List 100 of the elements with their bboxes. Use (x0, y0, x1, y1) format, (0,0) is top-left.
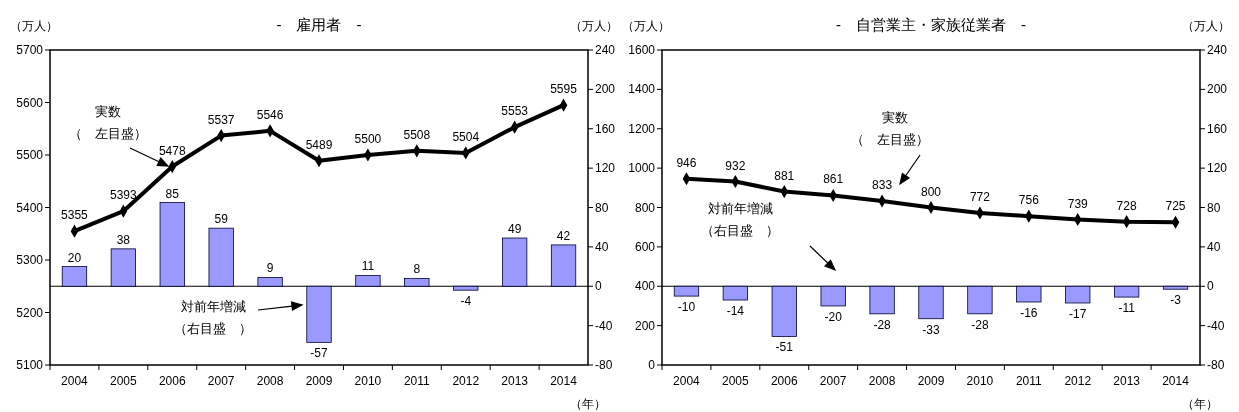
y-tick-label: 1200 (628, 121, 656, 136)
x-tick-label: 2014 (550, 374, 578, 388)
x-tick-label: 2008 (868, 374, 896, 388)
y2-tick-label: 200 (1207, 82, 1228, 97)
y2-tick-label: 120 (1207, 161, 1228, 176)
data-label: 5553 (501, 104, 529, 119)
y2-tick-label: 80 (1207, 200, 1221, 215)
data-label: 5500 (354, 132, 382, 146)
data-label: 946 (676, 155, 697, 170)
data-label: 8 (413, 262, 421, 277)
x-tick-label: 2005 (722, 374, 750, 388)
y-tick-label: 5500 (16, 148, 44, 162)
bar (404, 277, 430, 287)
data-label: 9 (266, 261, 274, 276)
x-tick-label: 2012 (1064, 374, 1092, 388)
data-label: 11 (361, 259, 375, 274)
data-label: 932 (725, 158, 746, 173)
data-label: -3 (1170, 293, 1182, 308)
y-tick-label: 5700 (16, 43, 44, 57)
bar (208, 227, 234, 287)
y2-tick-label: -80 (1207, 358, 1225, 372)
chart-title: - 自営業主・家族従業者 - (836, 16, 1026, 33)
y2-tick-label: 240 (595, 43, 616, 57)
data-label: 833 (872, 178, 893, 192)
y-tick-label: 600 (634, 239, 656, 254)
data-label: 5478 (158, 143, 186, 158)
y2-tick-label: 160 (595, 121, 616, 136)
y2-axis-title: （万人） (570, 19, 618, 33)
x-axis-title: （年） (570, 397, 606, 411)
data-label: -57 (310, 346, 328, 361)
data-label: -10 (677, 300, 696, 315)
y2-tick-label: 120 (595, 161, 616, 176)
data-label: 59 (214, 212, 229, 227)
x-tick-label: 2013 (501, 374, 529, 388)
bar (110, 248, 136, 287)
annotation: （右目盛 ） (174, 321, 252, 336)
x-tick-label: 2009 (305, 374, 333, 388)
y2-tick-label: 200 (595, 82, 616, 97)
data-label: 49 (507, 222, 522, 237)
data-label: -51 (775, 340, 794, 355)
y2-tick-label: 0 (595, 279, 602, 294)
y-tick-label: 400 (634, 279, 656, 294)
data-label: 739 (1067, 196, 1089, 211)
data-label: 42 (556, 228, 571, 243)
bar (257, 276, 283, 287)
y-tick-label: 5600 (16, 95, 44, 110)
bar (159, 202, 185, 287)
data-label: 861 (823, 172, 844, 187)
y-tick-label: 1000 (628, 161, 656, 176)
bar (306, 285, 332, 343)
data-label: -20 (824, 309, 843, 324)
data-label: -33 (922, 322, 940, 337)
annotation: 対前年増減 (707, 201, 773, 216)
data-label: 756 (1018, 193, 1040, 208)
data-label: 772 (969, 190, 991, 205)
y-tick-label: 800 (634, 200, 656, 215)
data-label: 800 (920, 184, 942, 199)
y-tick-label: 5300 (16, 253, 44, 267)
data-label: 728 (1116, 198, 1137, 213)
data-label: 85 (165, 186, 180, 201)
bar (355, 275, 381, 287)
y2-tick-label: 40 (1207, 239, 1221, 254)
data-label: 5489 (305, 137, 333, 152)
data-label: 5508 (403, 127, 431, 142)
annotation: （ 左目盛） (851, 132, 929, 147)
data-label: 38 (116, 232, 131, 247)
data-label: -4 (460, 294, 472, 309)
x-tick-label: 2009 (917, 374, 945, 388)
y2-tick-label: 240 (1207, 43, 1228, 57)
annotation: 実数 (882, 110, 908, 125)
y2-tick-label: 80 (595, 200, 609, 215)
x-tick-label: 2006 (770, 374, 798, 388)
data-label: 5595 (550, 82, 578, 97)
y2-axis-title: （万人） (1182, 19, 1230, 33)
annotation: 対前年増減 (180, 299, 246, 314)
x-tick-label: 2006 (158, 374, 186, 388)
x-tick-label: 2007 (207, 374, 235, 388)
x-tick-label: 2005 (110, 374, 138, 388)
data-label: -11 (1118, 301, 1136, 316)
x-tick-label: 2010 (966, 374, 994, 388)
y2-tick-label: -80 (595, 358, 613, 372)
x-tick-label: 2007 (819, 374, 847, 388)
y2-tick-label: -40 (595, 318, 613, 333)
data-label: 5546 (256, 107, 284, 122)
y-tick-label: 1600 (628, 43, 656, 57)
annotation: 実数 (95, 104, 121, 119)
annotation: （右目盛 ） (701, 223, 779, 238)
y2-tick-label: 0 (1207, 279, 1214, 294)
x-tick-label: 2011 (1015, 374, 1043, 388)
x-tick-label: 2004 (673, 374, 701, 388)
data-label: 20 (67, 250, 82, 265)
y-axis-title: （万人） (10, 19, 58, 33)
x-tick-label: 2014 (1162, 374, 1190, 388)
x-tick-label: 2013 (1113, 374, 1141, 388)
y-tick-label: 5400 (16, 200, 44, 215)
bar (550, 244, 577, 287)
chart-title: - 雇用者 - (276, 16, 362, 33)
data-label: -28 (873, 317, 892, 332)
data-label: 5504 (452, 129, 480, 144)
x-tick-label: 2011 (403, 374, 431, 388)
